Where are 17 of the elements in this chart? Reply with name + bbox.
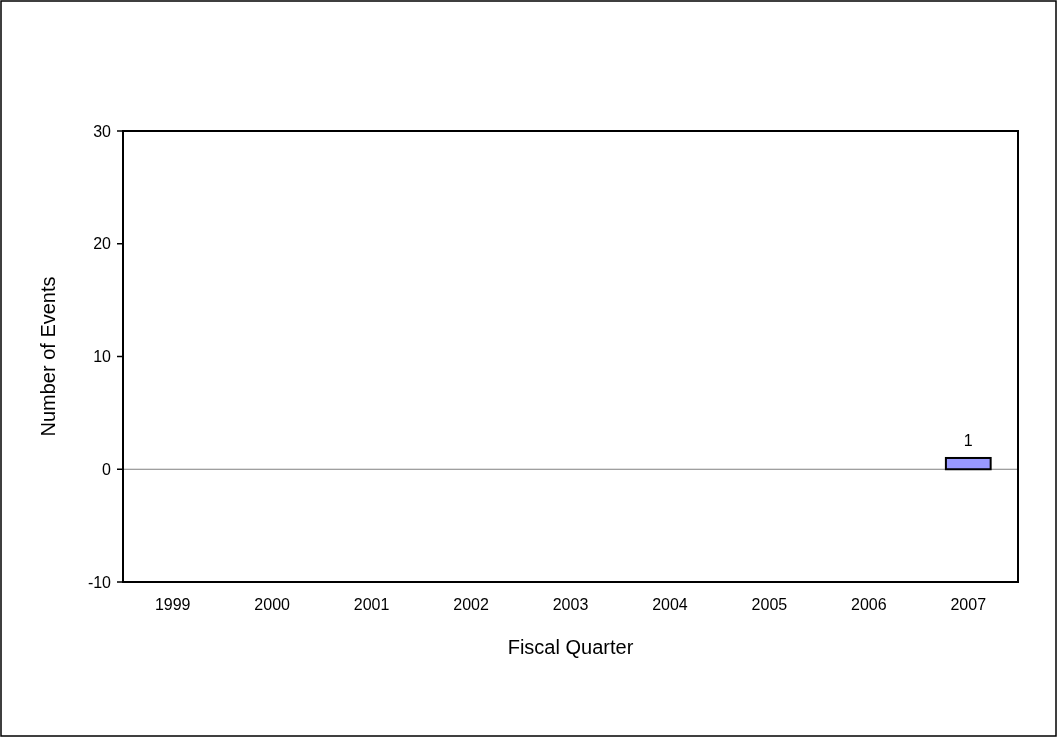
x-tick-label: 2005 <box>751 596 788 613</box>
x-tick-label: 2000 <box>254 596 291 613</box>
x-axis-title: Fiscal Quarter <box>507 636 634 658</box>
y-tick-label: 10 <box>93 348 112 366</box>
x-tick-label: 2006 <box>851 596 887 613</box>
x-tick-label: 2001 <box>353 596 390 613</box>
y-tick-label: 20 <box>93 235 112 253</box>
y-tick-label: -10 <box>87 573 112 591</box>
y-tick-label: 0 <box>102 460 112 478</box>
y-tick-label: 30 <box>93 122 112 140</box>
x-tick-label: 2004 <box>652 596 688 613</box>
x-tick-label: 2007 <box>950 596 987 613</box>
y-axis-title: Number of Events <box>37 276 59 437</box>
x-tick-label: 1999 <box>154 596 191 613</box>
data-label: 1 <box>963 431 973 449</box>
x-tick-label: 2003 <box>552 596 589 613</box>
x-tick-label: 2002 <box>453 596 489 613</box>
